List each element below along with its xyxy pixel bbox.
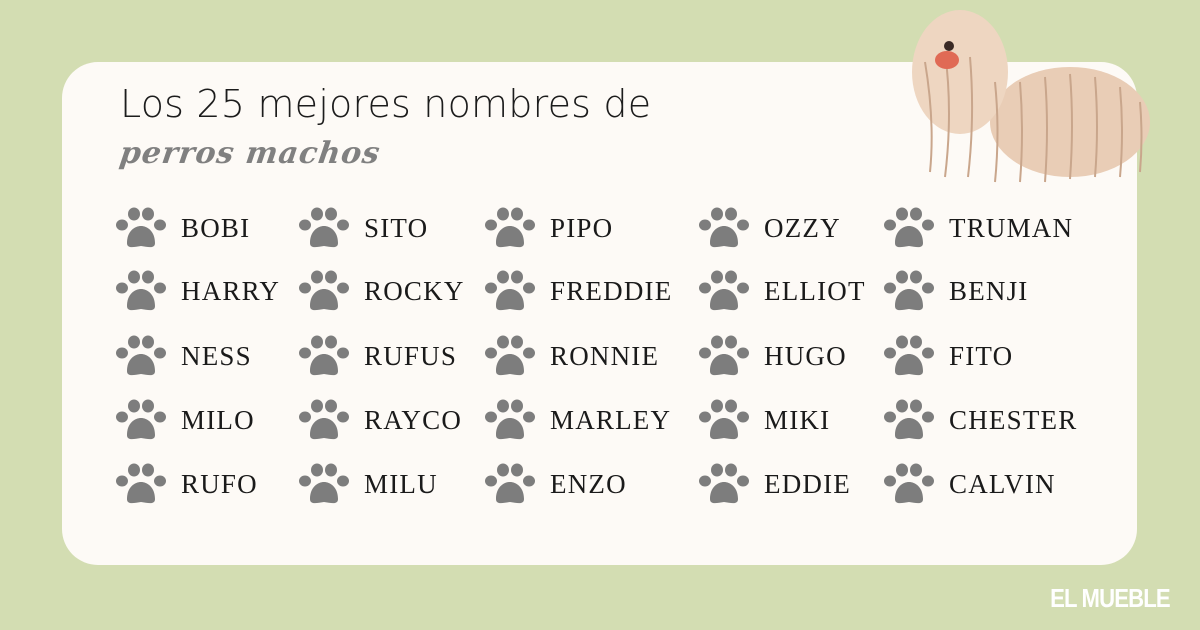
dog-name: HUGO — [764, 340, 847, 371]
dog-name: MILO — [181, 404, 255, 435]
dog-name: MARLEY — [550, 404, 672, 435]
paw-print-icon — [298, 463, 350, 505]
paw-print-icon — [115, 335, 167, 377]
name-item: FITO — [883, 334, 1013, 378]
name-item: ELLIOT — [698, 269, 866, 313]
name-item: CHESTER — [883, 398, 1077, 442]
name-item: TRUMAN — [883, 206, 1073, 250]
paw-print-icon — [484, 399, 536, 441]
name-item: PIPO — [484, 206, 613, 250]
dog-name: MILU — [364, 468, 438, 499]
dog-name: BENJI — [949, 275, 1029, 306]
content-card — [62, 62, 1137, 565]
brand-logo: EL MUEBLE — [1050, 583, 1170, 613]
name-item: RUFUS — [298, 334, 457, 378]
name-item: ROCKY — [298, 269, 465, 313]
dog-name: PIPO — [550, 212, 614, 243]
paw-print-icon — [298, 207, 350, 249]
name-item: OZZY — [698, 206, 841, 250]
dog-name: ELLIOT — [764, 275, 866, 306]
dog-name: CHESTER — [949, 404, 1078, 435]
page-subtitle: perros machos — [117, 136, 383, 171]
name-item: NESS — [115, 334, 252, 378]
paw-print-icon — [698, 463, 750, 505]
dog-name: RUFO — [181, 468, 258, 499]
name-item: RAYCO — [298, 398, 462, 442]
name-item: EDDIE — [698, 462, 851, 506]
name-item: HUGO — [698, 334, 847, 378]
paw-print-icon — [883, 207, 935, 249]
dog-illustration — [912, 10, 1150, 183]
name-item: BOBI — [115, 206, 250, 250]
paw-print-icon — [484, 270, 536, 312]
paw-print-icon — [115, 270, 167, 312]
name-item: MILO — [115, 398, 255, 442]
paw-print-icon — [484, 463, 536, 505]
name-item: MIKI — [698, 398, 830, 442]
paw-print-icon — [484, 207, 536, 249]
dog-name: RAYCO — [364, 404, 463, 435]
name-item: RUFO — [115, 462, 258, 506]
paw-print-icon — [115, 207, 167, 249]
dog-name: TRUMAN — [949, 212, 1074, 243]
dog-name: CALVIN — [949, 468, 1056, 499]
dog-name: EDDIE — [764, 468, 851, 499]
dog-name: SITO — [364, 212, 429, 243]
paw-print-icon — [883, 270, 935, 312]
dog-name: HARRY — [181, 275, 281, 306]
dog-name: NESS — [181, 340, 252, 371]
name-item: MILU — [298, 462, 438, 506]
name-item: ENZO — [484, 462, 627, 506]
paw-print-icon — [698, 207, 750, 249]
dog-name: FITO — [949, 340, 1014, 371]
name-item: FREDDIE — [484, 269, 672, 313]
name-item: BENJI — [883, 269, 1029, 313]
name-item: RONNIE — [484, 334, 659, 378]
paw-print-icon — [484, 335, 536, 377]
paw-print-icon — [883, 399, 935, 441]
name-item: MARLEY — [484, 398, 671, 442]
paw-print-icon — [298, 270, 350, 312]
paw-print-icon — [698, 335, 750, 377]
dog-name: RUFUS — [364, 340, 458, 371]
dog-name: ENZO — [550, 468, 627, 499]
paw-print-icon — [698, 270, 750, 312]
paw-print-icon — [298, 335, 350, 377]
dog-name: MIKI — [764, 404, 831, 435]
name-item: SITO — [298, 206, 428, 250]
dog-name: BOBI — [181, 212, 251, 243]
paw-print-icon — [698, 399, 750, 441]
dog-name: ROCKY — [364, 275, 465, 306]
paw-print-icon — [115, 399, 167, 441]
name-item: CALVIN — [883, 462, 1056, 506]
paw-print-icon — [298, 399, 350, 441]
dog-name: FREDDIE — [550, 275, 673, 306]
dog-name: OZZY — [764, 212, 841, 243]
dog-name: RONNIE — [550, 340, 660, 371]
name-item: HARRY — [115, 269, 280, 313]
paw-print-icon — [883, 335, 935, 377]
paw-print-icon — [883, 463, 935, 505]
page-title: Los 25 mejores nombres de — [120, 82, 652, 126]
paw-print-icon — [115, 463, 167, 505]
